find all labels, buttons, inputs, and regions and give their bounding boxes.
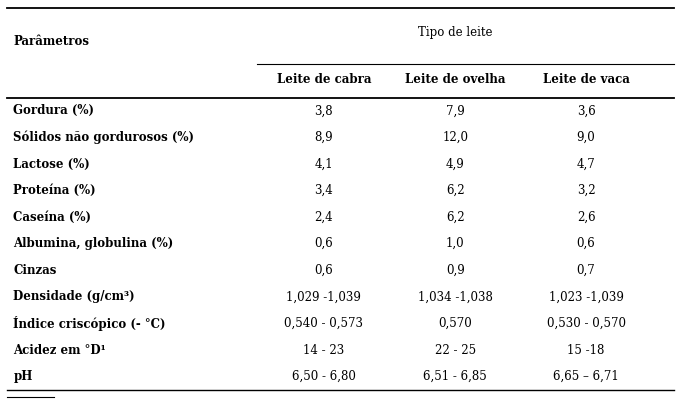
Text: 15 -18: 15 -18 xyxy=(567,343,605,356)
Text: 8,9: 8,9 xyxy=(315,131,333,144)
Text: 3,8: 3,8 xyxy=(315,104,333,117)
Text: 6,51 - 6,85: 6,51 - 6,85 xyxy=(424,370,487,383)
Text: 6,2: 6,2 xyxy=(446,184,464,197)
Text: Caseína (%): Caseína (%) xyxy=(14,211,91,224)
Text: 9,0: 9,0 xyxy=(577,131,595,144)
Text: 6,65 – 6,71: 6,65 – 6,71 xyxy=(553,370,619,383)
Text: 4,1: 4,1 xyxy=(315,158,333,171)
Text: 14 - 23: 14 - 23 xyxy=(303,343,345,356)
Text: 0,6: 0,6 xyxy=(577,237,595,250)
Text: Lactose (%): Lactose (%) xyxy=(14,158,91,171)
Text: 3,4: 3,4 xyxy=(315,184,333,197)
Text: 1,023 -1,039: 1,023 -1,039 xyxy=(549,290,624,303)
Text: 3,6: 3,6 xyxy=(577,104,595,117)
Text: Cinzas: Cinzas xyxy=(14,264,57,277)
Text: 3,2: 3,2 xyxy=(577,184,595,197)
Text: 12,0: 12,0 xyxy=(442,131,469,144)
Text: 0,9: 0,9 xyxy=(446,264,464,277)
Text: 0,6: 0,6 xyxy=(315,237,333,250)
Text: 2,6: 2,6 xyxy=(577,211,595,224)
Text: Gordura (%): Gordura (%) xyxy=(14,104,95,117)
Text: Índice criscópico (- °C): Índice criscópico (- °C) xyxy=(14,316,166,331)
Text: Leite de cabra: Leite de cabra xyxy=(276,72,371,85)
Text: 4,7: 4,7 xyxy=(577,158,595,171)
Text: 0,7: 0,7 xyxy=(577,264,595,277)
Text: Albumina, globulina (%): Albumina, globulina (%) xyxy=(14,237,174,250)
Text: 6,2: 6,2 xyxy=(446,211,464,224)
Text: Densidade (g/cm³): Densidade (g/cm³) xyxy=(14,290,135,303)
Text: pH: pH xyxy=(14,370,33,383)
Text: Parâmetros: Parâmetros xyxy=(14,35,89,48)
Text: 1,029 -1,039: 1,029 -1,039 xyxy=(287,290,361,303)
Text: 0,530 - 0,570: 0,530 - 0,570 xyxy=(547,317,626,330)
Text: Acidez em °D¹: Acidez em °D¹ xyxy=(14,343,106,356)
Text: 1,0: 1,0 xyxy=(446,237,464,250)
Text: Leite de ovelha: Leite de ovelha xyxy=(405,72,505,85)
Text: Sólidos não gordurosos (%): Sólidos não gordurosos (%) xyxy=(14,131,195,144)
Text: 2,4: 2,4 xyxy=(315,211,333,224)
Text: 4,9: 4,9 xyxy=(446,158,464,171)
Text: Leite de vaca: Leite de vaca xyxy=(543,72,629,85)
Text: 1,034 -1,038: 1,034 -1,038 xyxy=(418,290,493,303)
Text: Tipo de leite: Tipo de leite xyxy=(417,26,492,39)
Text: 7,9: 7,9 xyxy=(446,104,464,117)
Text: 22 - 25: 22 - 25 xyxy=(434,343,476,356)
Text: 6,50 - 6,80: 6,50 - 6,80 xyxy=(292,370,355,383)
Text: 0,6: 0,6 xyxy=(315,264,333,277)
Text: 0,540 - 0,573: 0,540 - 0,573 xyxy=(284,317,364,330)
Text: 0,570: 0,570 xyxy=(439,317,472,330)
Text: Proteína (%): Proteína (%) xyxy=(14,184,96,197)
